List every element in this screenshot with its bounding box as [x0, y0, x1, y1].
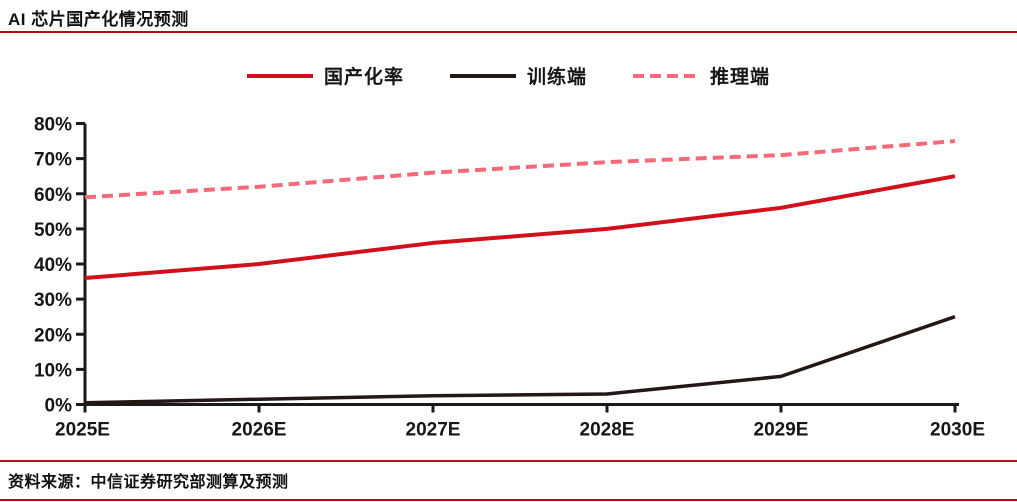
- x-axis-tick-label: 2025E: [55, 420, 110, 441]
- legend-label: 国产化率: [323, 67, 404, 88]
- y-axis-tick-label: 50%: [34, 220, 72, 241]
- legend-swatch-solid-red: [246, 73, 313, 78]
- y-axis-tick-label: 0%: [45, 396, 73, 417]
- line-localization-rate: [84, 174, 956, 281]
- page-title: AI 芯片国产化情况预测: [8, 10, 189, 29]
- y-axis-tick-label: 80%: [34, 115, 72, 136]
- y-axis-tick-label: 70%: [34, 150, 72, 171]
- y-axis-tick-label: 40%: [34, 255, 72, 276]
- legend-swatch-solid-black: [449, 73, 516, 78]
- legend-item-inference-side: 推理端: [633, 62, 770, 89]
- axis-lines: [83, 123, 959, 406]
- legend-swatch-dashed-pink: [633, 73, 699, 78]
- y-axis-tick-label: 30%: [34, 290, 72, 311]
- legend-label: 推理端: [710, 67, 771, 88]
- footer-top-rule: [0, 460, 1017, 462]
- legend-label: 训练端: [526, 67, 587, 88]
- x-axis-tick-label: 2028E: [580, 420, 635, 441]
- title-underline-rule: [0, 31, 1017, 33]
- chart-legend: 国产化率 训练端 推理端: [0, 62, 1017, 89]
- y-axis-tick-label: 20%: [34, 325, 72, 346]
- y-axis-tick-label: 60%: [34, 185, 72, 206]
- line-training-side: [84, 315, 956, 405]
- x-axis-tick-label: 2029E: [754, 420, 809, 441]
- line-inference-side: [84, 139, 956, 200]
- x-axis-tick-label: 2030E: [930, 420, 985, 441]
- legend-item-training-side: 训练端: [449, 62, 587, 89]
- x-axis-tick-label: 2026E: [232, 420, 287, 441]
- x-axis-tick-label: 2027E: [406, 420, 461, 441]
- source-note: 资料来源：中信证券研究部测算及预测: [8, 474, 289, 491]
- footer-bottom-rule: [0, 499, 1017, 501]
- y-axis-tick-label: 10%: [34, 360, 72, 381]
- legend-item-localization-rate: 国产化率: [246, 62, 404, 89]
